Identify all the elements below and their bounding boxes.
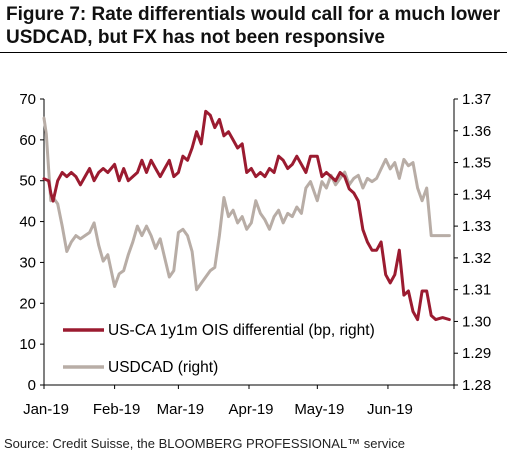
legend-label-differential: US-CA 1y1m OIS differential (bp, right) (108, 322, 375, 339)
left-tick-label: 0 (28, 377, 36, 394)
x-tick-label: Jan-19 (23, 401, 69, 418)
axes-group: 0 10 20 30 40 50 60 70 1.28 1.29 1.30 1.31 1.32 1.33 1… (19, 91, 491, 418)
source-note: Source: Credit Suisse, the BLOOMBERG PRO… (4, 436, 405, 451)
legend: US-CA 1y1m OIS differential (bp, right) … (63, 322, 375, 376)
right-tick-label: 1.36 (462, 123, 491, 140)
series-group (42, 109, 451, 322)
title-divider (0, 52, 507, 53)
right-tick-label: 1.32 (462, 250, 491, 267)
usdcad-line (42, 116, 451, 292)
right-tick-label: 1.34 (462, 186, 491, 203)
x-tick-label: Feb-19 (93, 401, 141, 418)
x-tick-label: Apr-19 (228, 401, 273, 418)
x-tick-label: Mar-19 (157, 401, 205, 418)
right-tick-label: 1.35 (462, 155, 491, 172)
right-tick-label: 1.30 (462, 313, 491, 330)
legend-label-usdcad: USDCAD (right) (108, 359, 218, 376)
chart-title: Figure 7: Rate differentials would call … (6, 4, 501, 48)
right-tick-label: 1.29 (462, 345, 491, 362)
left-tick-label: 60 (19, 132, 36, 149)
differential-line (42, 109, 451, 322)
x-tick-label: Jun-19 (367, 401, 413, 418)
right-tick-label: 1.28 (462, 377, 491, 394)
right-tick-label: 1.37 (462, 91, 491, 108)
x-tick-label: May-19 (294, 401, 344, 418)
left-tick-label: 70 (19, 91, 36, 108)
left-tick-label: 50 (19, 173, 36, 190)
left-tick-label: 20 (19, 295, 36, 312)
right-tick-label: 1.33 (462, 218, 491, 235)
left-tick-label: 30 (19, 254, 36, 271)
left-tick-label: 10 (19, 336, 36, 353)
right-tick-label: 1.31 (462, 282, 491, 299)
left-tick-label: 40 (19, 214, 36, 231)
